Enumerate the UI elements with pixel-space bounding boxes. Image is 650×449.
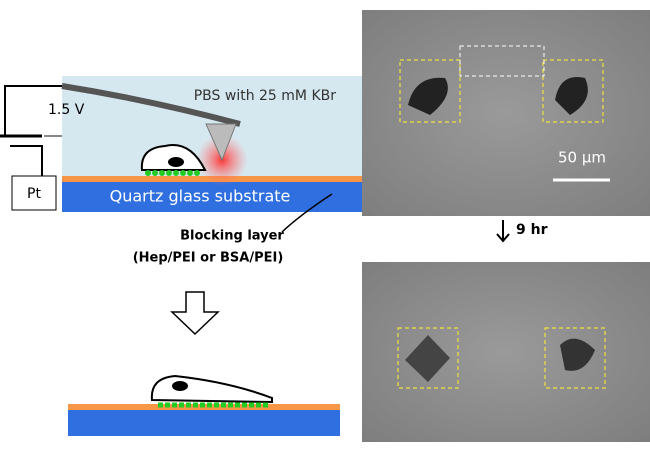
blocking-layer-label: Blocking layer xyxy=(180,229,284,244)
scale-bar-label: 50 µm xyxy=(558,149,606,167)
micrograph-before xyxy=(362,10,650,216)
pt-label: Pt xyxy=(27,186,41,202)
substrate-label: Quartz glass substrate xyxy=(110,187,291,206)
blocking-layer-options: (Hep/PEI or BSA/PEI) xyxy=(133,251,284,266)
nucleus xyxy=(168,157,184,167)
voltage-label: 1.5 V xyxy=(48,102,85,118)
solution-label: PBS with 25 mM KBr xyxy=(194,88,337,104)
micrograph-after xyxy=(362,262,650,442)
time-arrow xyxy=(497,220,509,241)
nucleus-bottom xyxy=(172,381,188,391)
figure: Quartz glass substrate PBS with 25 mM KB… xyxy=(0,0,650,445)
time-label: 9 hr xyxy=(516,222,548,238)
circuit xyxy=(0,86,62,176)
substrate-bottom xyxy=(68,410,340,436)
process-arrow xyxy=(172,292,218,334)
spread-cell xyxy=(152,376,272,402)
